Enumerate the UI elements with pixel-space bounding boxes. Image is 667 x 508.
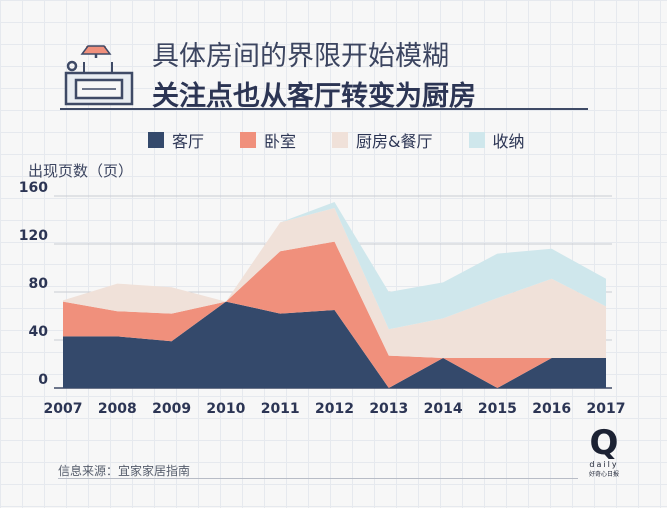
- y-tick-label: 80: [29, 276, 49, 292]
- legend-item-storage: 收纳: [468, 128, 525, 152]
- kitchen-icon: [64, 45, 134, 106]
- x-tick-label: 2013: [369, 401, 408, 417]
- x-tick-label: 2009: [152, 401, 191, 417]
- x-tick-label: 2015: [478, 401, 517, 417]
- area-series-3: [63, 202, 606, 330]
- legend-swatch: [468, 132, 485, 148]
- legend-label: 厨房&餐厅: [356, 132, 433, 151]
- source-note: 信息来源：宜家家居指南: [58, 464, 191, 478]
- area-series-1: [63, 241, 606, 388]
- title-divider: [60, 108, 588, 110]
- y-tick-label: 120: [19, 228, 48, 244]
- y-tick-label: 40: [29, 324, 49, 340]
- x-tick-label: 2007: [44, 401, 83, 417]
- source-divider: [58, 478, 578, 479]
- legend-label: 卧室: [264, 132, 297, 151]
- logo-sub: 好奇心日报: [588, 471, 619, 478]
- x-tick-label: 2016: [532, 401, 571, 417]
- logo-word: daily: [589, 460, 619, 469]
- area-series-0: [63, 301, 606, 388]
- logo-letter: Q: [589, 423, 619, 463]
- legend-label: 收纳: [492, 132, 525, 151]
- x-tick-label: 2008: [98, 401, 137, 417]
- legend-label: 客厅: [172, 132, 205, 151]
- legend-swatch: [332, 132, 349, 148]
- legend-item-living-room: 客厅: [148, 128, 204, 152]
- y-axis-title: 出现页数（页）: [28, 162, 134, 180]
- legend-swatch: [148, 132, 164, 148]
- x-tick-label: 2012: [315, 401, 354, 417]
- area-series-2: [63, 208, 606, 358]
- legend-item-kitchen-dining: 厨房&餐厅: [332, 128, 433, 152]
- x-tick-label: 2010: [206, 401, 245, 417]
- y-tick-label: 160: [19, 180, 48, 196]
- legend-item-bedroom: 卧室: [240, 128, 296, 152]
- x-tick-label: 2011: [261, 401, 300, 417]
- chart-legend: 客厅 卧室 厨房&餐厅 收纳: [148, 128, 561, 152]
- chart-title-line1: 具体房间的界限开始模糊: [152, 41, 449, 72]
- legend-swatch: [240, 132, 257, 148]
- qdaily-logo: Q daily 好奇心日报: [586, 426, 622, 478]
- x-tick-label: 2017: [587, 401, 626, 417]
- x-tick-label: 2014: [424, 401, 463, 417]
- chart-title-line2: 关注点也从客厅转变为厨房: [152, 81, 476, 112]
- y-tick-label: 0: [38, 372, 48, 388]
